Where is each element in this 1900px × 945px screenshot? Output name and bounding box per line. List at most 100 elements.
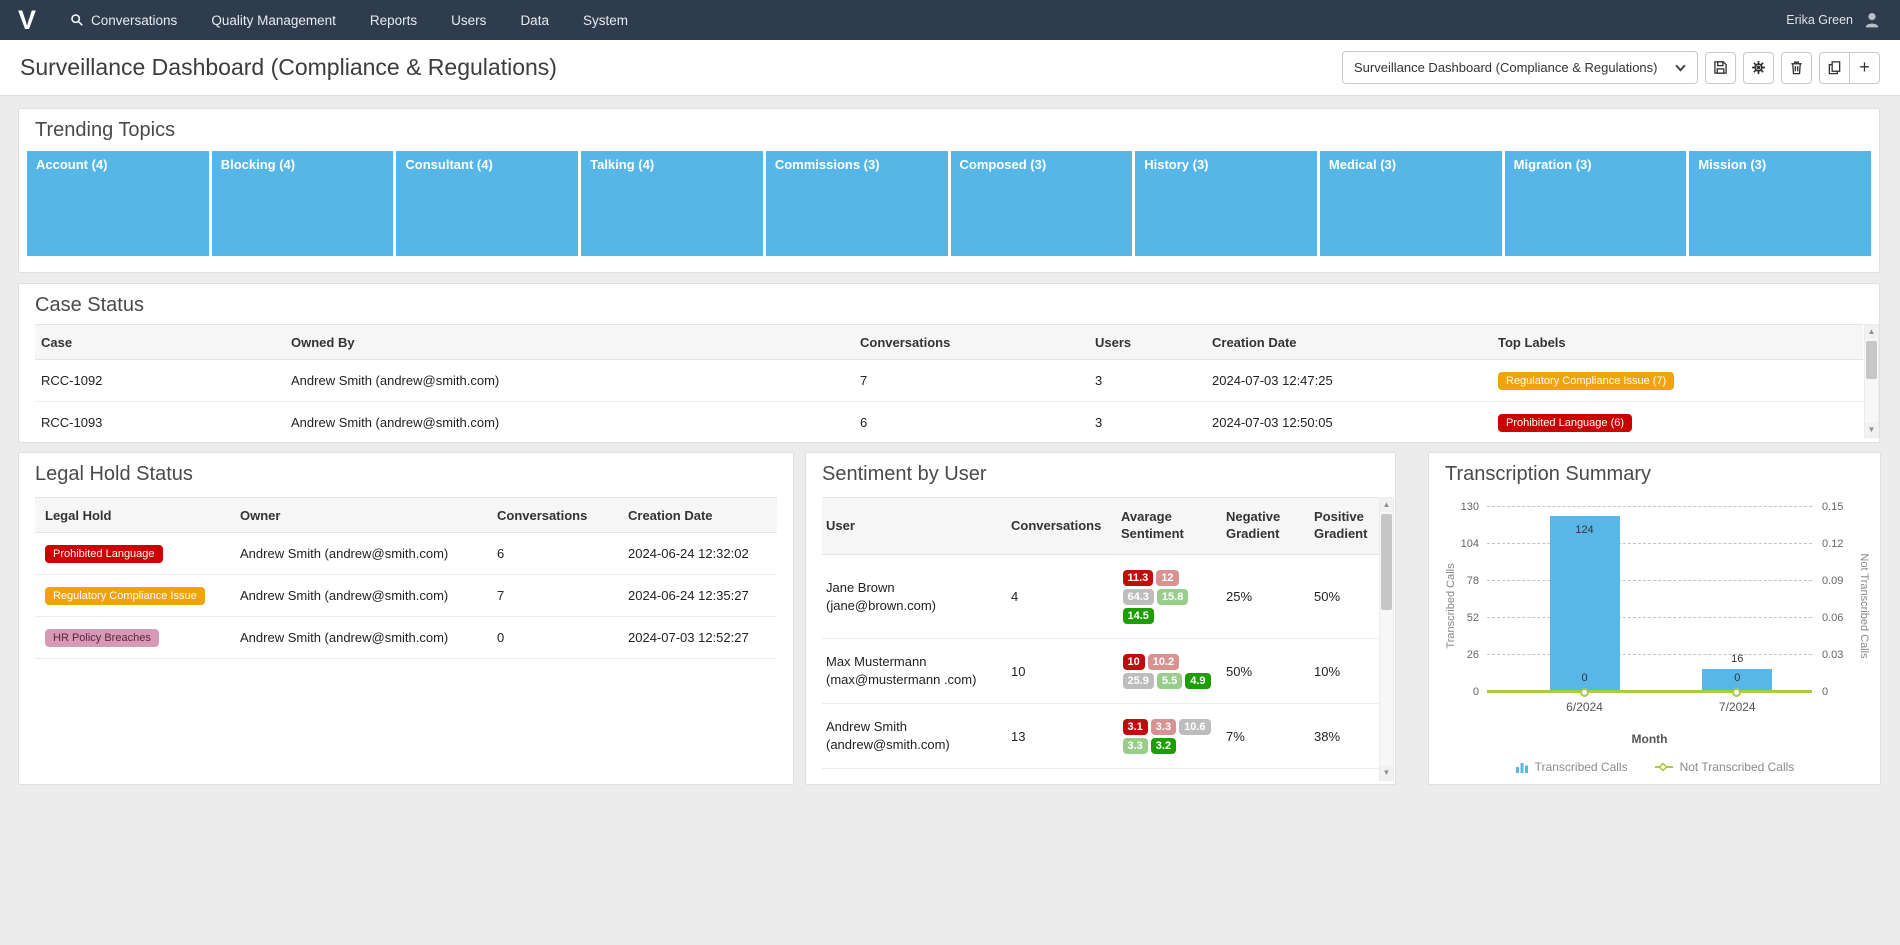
diamond-marker-icon	[1654, 761, 1674, 773]
legend-not-transcribed-calls[interactable]: Not Transcribed Calls	[1654, 760, 1795, 774]
sentiment-badge: 3.1	[1123, 719, 1148, 735]
save-dashboard-button[interactable]	[1705, 52, 1736, 84]
user-menu[interactable]: Erika Green	[1786, 11, 1882, 29]
delete-dashboard-button[interactable]	[1781, 52, 1812, 84]
transcription-summary-panel: Transcription Summary Transcribed Calls …	[1428, 452, 1881, 785]
legal-hold-badge: Regulatory Compliance Issue	[45, 587, 205, 605]
legend-label: Transcribed Calls	[1535, 760, 1628, 774]
user-name: Jane Brown	[826, 580, 895, 595]
sentiment-badge: 11.3	[1123, 570, 1154, 586]
cell-creation-date: 2024-06-24 12:35:27	[618, 588, 777, 603]
save-icon	[1713, 60, 1728, 75]
case-row-rcc-1093[interactable]: RCC-1093 Andrew Smith (andrew@smith.com)…	[35, 402, 1863, 444]
topic-tile-commissions[interactable]: Commissions (3)	[766, 151, 948, 256]
nav-label: Users	[451, 13, 486, 28]
panel-title: Legal Hold Status	[35, 463, 777, 486]
nav-data[interactable]: Data	[520, 13, 549, 28]
bar-chart-icon	[1515, 761, 1529, 773]
scroll-up-arrow[interactable]: ▲	[1865, 325, 1878, 339]
nav-reports[interactable]: Reports	[370, 13, 417, 28]
scroll-down-arrow[interactable]: ▼	[1865, 423, 1878, 437]
y-axis-tick-left: 78	[1467, 575, 1479, 587]
sentiment-badge: 3.3	[1151, 719, 1176, 735]
nav-label: System	[583, 13, 628, 28]
case-table-scrollbar[interactable]: ▲ ▼	[1864, 324, 1879, 438]
legal-hold-row[interactable]: Regulatory Compliance Issue Andrew Smith…	[35, 575, 777, 617]
legal-hold-panel: Legal Hold Status Legal Hold Owner Conve…	[18, 452, 794, 785]
col-legal-hold: Legal Hold	[35, 508, 230, 523]
y-axis-tick-left: 52	[1467, 612, 1479, 624]
cell-owner: Andrew Smith (andrew@smith.com)	[230, 630, 487, 645]
nav-users[interactable]: Users	[451, 13, 486, 28]
add-dashboard-button[interactable]: +	[1849, 52, 1880, 84]
y-axis-label-left: Transcribed Calls	[1445, 564, 1457, 649]
cell-creation-date: 2024-06-24 12:32:02	[618, 546, 777, 561]
topic-tile-mission[interactable]: Mission (3)	[1689, 151, 1871, 256]
app-logo[interactable]: V	[18, 0, 36, 40]
duplicate-dashboard-button[interactable]	[1819, 52, 1850, 84]
legal-hold-row[interactable]: HR Policy Breaches Andrew Smith (andrew@…	[35, 617, 777, 659]
cell-owner: Andrew Smith (andrew@smith.com)	[230, 588, 487, 603]
col-owner: Owner	[230, 508, 487, 523]
user-email: (jane@brown.com)	[826, 598, 936, 613]
cell-positive-gradient: 38%	[1310, 725, 1379, 748]
top-label-badge: Prohibited Language (6)	[1498, 414, 1632, 432]
col-creation-date: Creation Date	[1206, 335, 1492, 350]
chart-bar-6/2024[interactable]	[1550, 516, 1620, 692]
top-navbar: V Conversations Quality Management Repor…	[0, 0, 1900, 40]
topic-tile-medical[interactable]: Medical (3)	[1320, 151, 1502, 256]
y-axis-tick-left: 26	[1467, 649, 1479, 661]
cell-creation-date: 2024-07-03 12:50:05	[1206, 415, 1492, 430]
dashboard-select-value: Surveillance Dashboard (Compliance & Reg…	[1354, 60, 1658, 75]
dashboard-select[interactable]: Surveillance Dashboard (Compliance & Reg…	[1342, 51, 1698, 84]
scroll-up-arrow[interactable]: ▲	[1380, 498, 1393, 512]
nav-label: Data	[520, 13, 549, 28]
cell-positive-gradient: 50%	[1310, 585, 1379, 608]
panel-title: Case Status	[35, 294, 1863, 317]
sentiment-row-partial[interactable]: 3.1 3.1 9.9	[822, 769, 1379, 784]
nav-conversations[interactable]: Conversations	[70, 13, 177, 28]
sentiment-row-max-mustermann[interactable]: Max Mustermann(max@mustermann .com) 10 1…	[822, 639, 1379, 704]
nav-system[interactable]: System	[583, 13, 628, 28]
sentiment-badge: 4.9	[1185, 673, 1210, 689]
topic-tile-consultant[interactable]: Consultant (4)	[396, 151, 578, 256]
y-axis-tick-right: 0.15	[1822, 501, 1843, 513]
cell-negative-gradient: 50%	[1222, 660, 1310, 683]
y-axis-tick-left: 104	[1461, 538, 1479, 550]
trending-topics-panel: Trending Topics Account (4) Blocking (4)…	[18, 108, 1880, 273]
topic-tile-account[interactable]: Account (4)	[27, 151, 209, 256]
nav-label: Quality Management	[211, 13, 336, 28]
nav-label: Conversations	[91, 13, 177, 28]
line-marker	[1732, 688, 1741, 697]
cell-conversations: 13	[1007, 725, 1117, 748]
scroll-down-arrow[interactable]: ▼	[1380, 766, 1393, 780]
legal-hold-row[interactable]: Prohibited Language Andrew Smith (andrew…	[35, 533, 777, 575]
sentiment-badge: 5.5	[1157, 673, 1182, 689]
sentiment-table-scrollbar[interactable]: ▲ ▼	[1379, 497, 1394, 781]
legend-transcribed-calls[interactable]: Transcribed Calls	[1515, 760, 1628, 774]
topic-tile-blocking[interactable]: Blocking (4)	[212, 151, 394, 256]
dashboard-settings-button[interactable]	[1743, 52, 1774, 84]
page-header: Surveillance Dashboard (Compliance & Reg…	[0, 40, 1900, 96]
y-axis-tick-left: 0	[1473, 686, 1479, 698]
sentiment-row-andrew-smith[interactable]: Andrew Smith(andrew@smith.com) 13 3.1 3.…	[822, 704, 1379, 769]
col-creation-date: Creation Date	[618, 508, 777, 523]
chart-gridline	[1487, 580, 1812, 581]
sentiment-badge: 10.2	[1148, 654, 1179, 670]
scroll-thumb[interactable]	[1866, 341, 1877, 379]
line-value-label: 0	[1581, 672, 1587, 684]
topic-tile-talking[interactable]: Talking (4)	[581, 151, 763, 256]
sentiment-badge: 3.1	[1123, 784, 1148, 785]
sentiment-panel: Sentiment by User User Conversations Ava…	[805, 452, 1396, 785]
chart-legend: Transcribed Calls Not Transcribed Calls	[1441, 760, 1868, 774]
panel-title: Trending Topics	[35, 119, 1863, 142]
scroll-thumb[interactable]	[1381, 514, 1392, 610]
topic-tile-migration[interactable]: Migration (3)	[1505, 151, 1687, 256]
sentiment-badge: 64.3	[1123, 589, 1154, 605]
sentiment-row-jane-brown[interactable]: Jane Brown(jane@brown.com) 4 11.3 12 64.…	[822, 555, 1379, 639]
nav-quality-management[interactable]: Quality Management	[211, 13, 336, 28]
chart-gridline	[1487, 543, 1812, 544]
topic-tile-history[interactable]: History (3)	[1135, 151, 1317, 256]
case-row-rcc-1092[interactable]: RCC-1092 Andrew Smith (andrew@smith.com)…	[35, 360, 1863, 402]
topic-tile-composed[interactable]: Composed (3)	[951, 151, 1133, 256]
